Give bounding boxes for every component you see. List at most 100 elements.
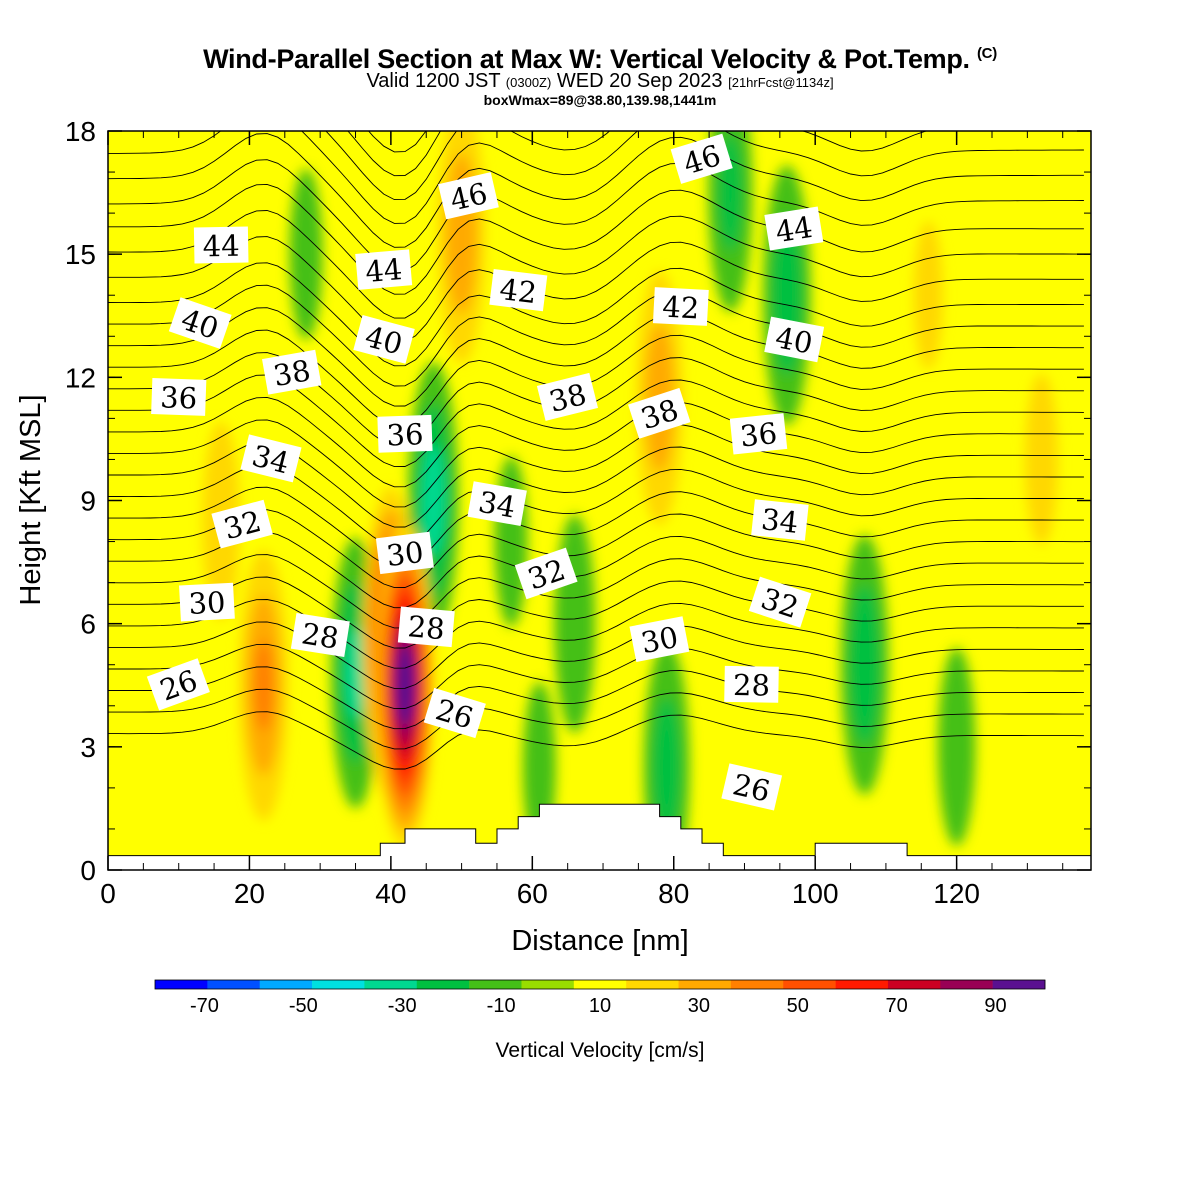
w-cell: [554, 514, 596, 733]
theta-contour-line: [108, 419, 1084, 508]
contour-label: 32: [514, 547, 578, 600]
x-tick-label: 40: [375, 878, 406, 909]
contour-label-text: 36: [386, 417, 424, 452]
vertical-velocity-field: [108, 131, 1091, 870]
contour-label: 36: [377, 414, 433, 453]
colorbar-swatch: [835, 980, 889, 989]
chart-subtitle: Valid 1200 JST (0300Z) WED 20 Sep 2023 […: [366, 70, 834, 92]
x-tick-label: 120: [933, 878, 980, 909]
theta-contour-line: [108, 643, 1084, 710]
contour-label: 34: [751, 499, 809, 541]
x-tick-label: 100: [792, 878, 839, 909]
contour-label-text: 42: [661, 290, 700, 326]
colorbar-swatch: [783, 980, 836, 989]
contour-label: 38: [536, 372, 599, 421]
contour-label: 38: [262, 349, 322, 395]
colorbar-swatch: [312, 980, 365, 989]
contour-label-text: 36: [160, 380, 198, 415]
colorbar-swatch: [940, 980, 993, 989]
title-unit: (C): [976, 45, 997, 62]
contour-label-text: 34: [760, 502, 800, 540]
contour-label: 28: [724, 665, 779, 703]
theta-contour-line: [108, 329, 1084, 427]
contour-label: 32: [748, 576, 812, 628]
contour-label: 42: [489, 268, 548, 312]
contour-label: 26: [721, 763, 783, 811]
contour-label: 36: [729, 413, 788, 455]
colorbar-swatch: [469, 980, 522, 989]
contour-label: 42: [652, 287, 709, 326]
contour-label-text: 44: [773, 210, 815, 249]
colorbar-swatch: [730, 980, 784, 989]
colorbar-tick-label: -70: [190, 995, 219, 1017]
contour-label-text: 30: [385, 535, 426, 573]
contour-label: 44: [355, 249, 413, 290]
theta-contour-line: [108, 486, 1084, 568]
y-tick-label: 9: [80, 486, 96, 517]
contour-label: 36: [151, 377, 207, 416]
y-tick-label: 18: [65, 116, 96, 147]
contour-label: 34: [467, 481, 527, 527]
contour-label: 44: [764, 206, 824, 251]
w-cell: [913, 221, 943, 369]
y-tick-label: 12: [65, 362, 96, 393]
colorbar-swatch: [573, 980, 627, 989]
theta-contour-line: [108, 262, 1084, 367]
contour-label-text: 34: [476, 485, 518, 525]
contour-label: 40: [168, 297, 232, 349]
contour-label-text: 44: [364, 252, 404, 289]
w-cell: [1025, 373, 1058, 545]
colorbar-swatch: [259, 980, 313, 989]
theta-contour-line: [108, 666, 1084, 730]
contour-label-text: 46: [447, 176, 491, 217]
w-cell: [849, 584, 881, 745]
chart-title: Wind-Parallel Section at Max W: Vertical…: [203, 44, 997, 74]
colorbar-swatch: [678, 980, 732, 989]
theta-contour-line: [108, 183, 1084, 295]
contour-label-text: 28: [299, 616, 341, 655]
contour-label: 30: [179, 582, 235, 622]
contour-label: 46: [438, 172, 499, 220]
theta-contour-line: [108, 688, 1084, 750]
w-cell: [289, 168, 323, 340]
contour-label-text: 28: [733, 668, 770, 703]
contour-label-text: 28: [406, 609, 446, 646]
colorbar-swatch: [887, 980, 941, 989]
contour-label-text: 30: [188, 585, 227, 621]
colorbar-tick-label: 90: [984, 995, 1006, 1017]
y-tick-label: 3: [80, 732, 96, 763]
box-info: boxWmax=89@38.80,139.98,1441m: [483, 92, 717, 108]
colorbar-tick-label: 30: [688, 995, 710, 1017]
y-tick-label: 15: [65, 239, 96, 270]
theta-contour-line: [108, 0, 1084, 56]
w-cell: [253, 639, 274, 732]
theta-contour-line: [108, 599, 1084, 669]
w-cell: [345, 627, 366, 719]
theta-contour-line: [108, 576, 1084, 649]
contour-label-text: 44: [202, 229, 239, 264]
theta-contour-line: [108, 0, 1084, 104]
colorbar-swatch: [207, 980, 261, 989]
theta-contour-line: [108, 236, 1084, 343]
theta-contour-line: [108, 509, 1084, 589]
x-axis-label: Distance [nm]: [511, 925, 688, 957]
colorbar-swatch: [364, 980, 418, 989]
contour-label-text: 40: [773, 320, 816, 360]
contour-label: 28: [290, 613, 350, 658]
colorbar-swatch: [155, 980, 208, 989]
contour-label: 30: [629, 616, 690, 662]
contour-label-text: 36: [738, 416, 778, 454]
theta-contour-line: [108, 131, 1084, 224]
theta-contour-line: [108, 554, 1084, 629]
theta-contour-line: [108, 3, 1084, 128]
contour-label-text: 38: [271, 353, 313, 393]
colorbar-swatch: [521, 980, 575, 989]
theta-contour-line: [108, 284, 1084, 387]
theta-contour-line: [108, 0, 1084, 33]
w-cell: [937, 647, 976, 846]
colorbar-tick-label: -10: [487, 995, 516, 1017]
w-cell: [398, 661, 412, 710]
colorbar-swatch: [416, 980, 470, 989]
